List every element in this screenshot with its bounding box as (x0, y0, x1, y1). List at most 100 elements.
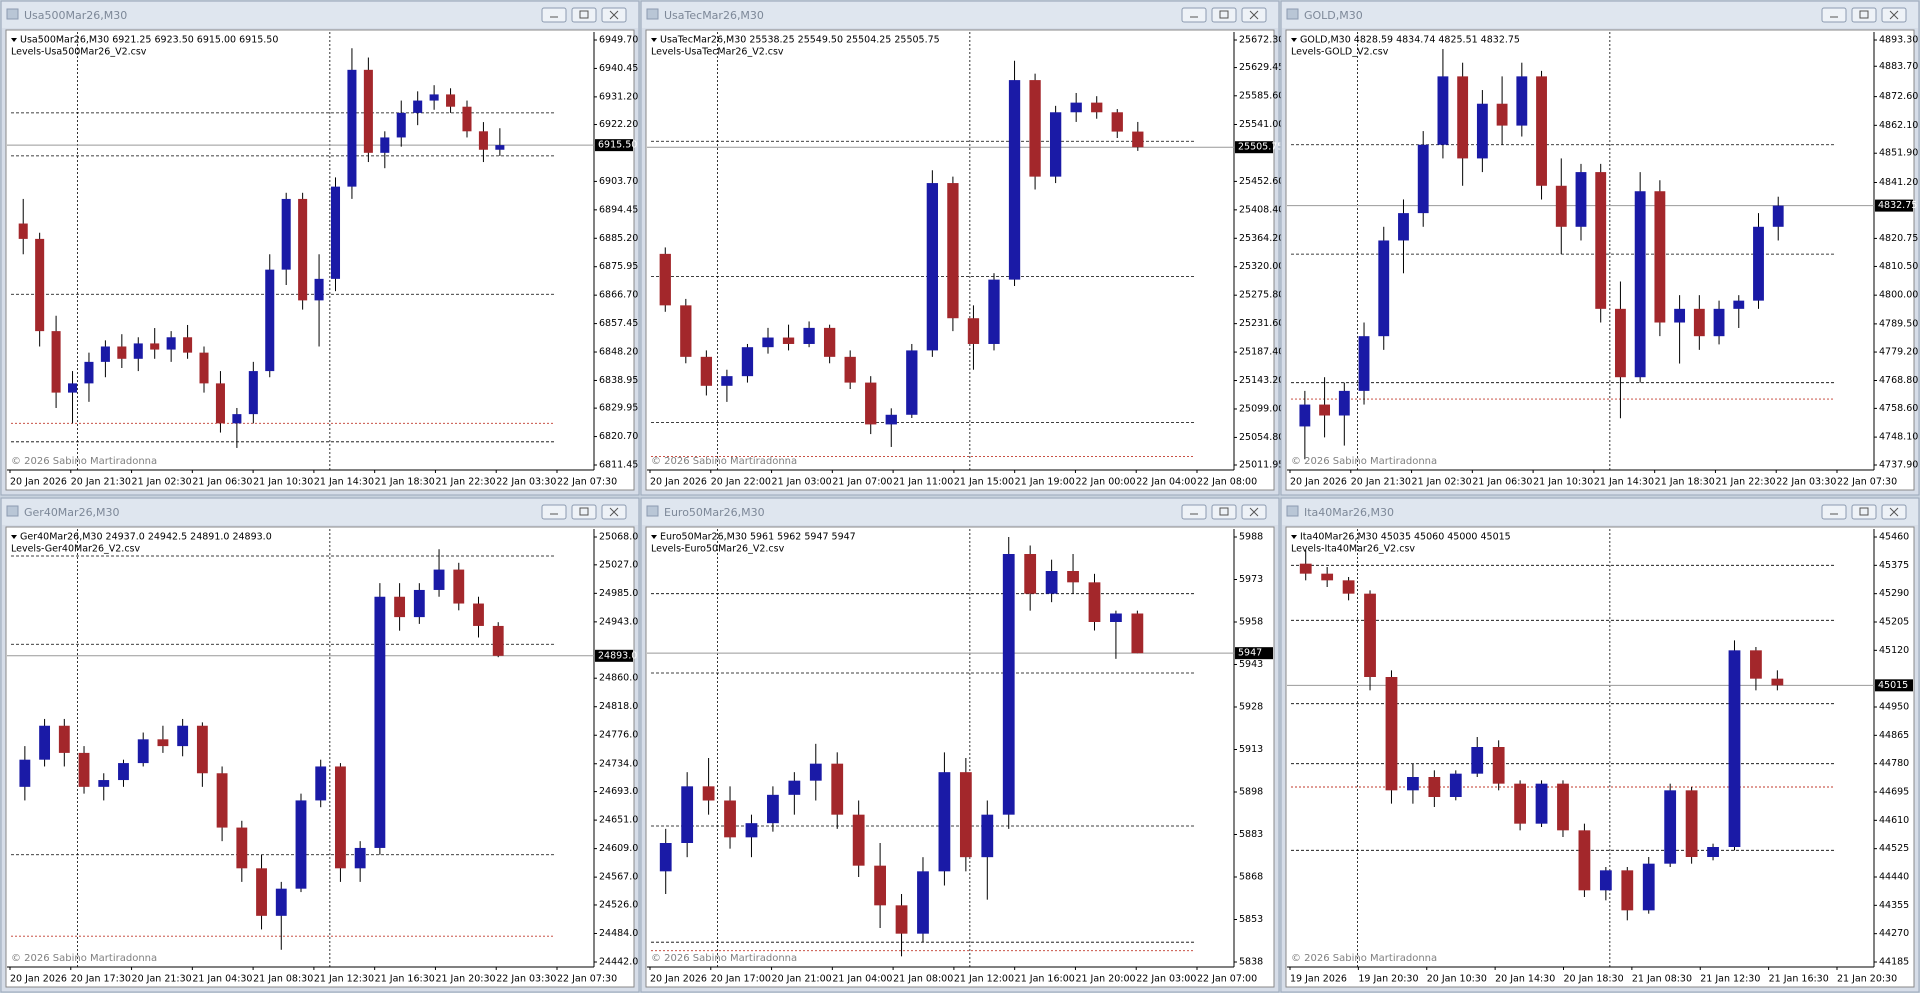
candle-body (1693, 308, 1705, 337)
current-price-label: 6915.50 (598, 140, 637, 151)
candle-body (78, 752, 90, 787)
info-line: UsaTecMar26,M30 25538.25 25549.50 25504.… (660, 35, 940, 46)
time-tick-label: 21 Jan 16:00 (1015, 974, 1075, 985)
maximize-button[interactable] (1851, 7, 1877, 23)
title-bar (642, 499, 1278, 525)
candle-body (1385, 677, 1398, 791)
time-tick-label: 20 Jan 14:30 (1495, 974, 1555, 985)
current-price-box (1875, 199, 1913, 212)
candle-body (659, 253, 671, 306)
candle-body (315, 766, 327, 801)
candle-body (1713, 308, 1725, 337)
price-tick-label: 44865 (1879, 730, 1909, 741)
candle-body (157, 739, 169, 747)
candle-body (100, 346, 110, 362)
candle-body (1342, 580, 1355, 594)
candle-body (1753, 226, 1764, 301)
time-tick-label: 21 Jan 14:30 (314, 477, 374, 488)
time-tick-label: 22 Jan 04:00 (1136, 477, 1196, 488)
time-tick-label: 22 Jan 07:30 (557, 974, 617, 985)
info-line: Ita40Mar26,M30 45035 45060 45000 45015 (1300, 532, 1511, 543)
candle-body (446, 94, 456, 107)
info-line: Euro50Mar26,M30 5961 5962 5947 5947 (660, 532, 856, 543)
chart-area (645, 29, 1275, 491)
minimize-button[interactable] (1821, 7, 1847, 23)
price-tick-label: 24484.0 (599, 928, 638, 939)
candle-body (281, 198, 291, 270)
title-bar (1282, 499, 1918, 525)
price-tick-label: 6949.70 (599, 35, 638, 46)
minimize-button[interactable] (1821, 504, 1847, 520)
chart-window: GOLD,M30 4893.30 4883.70 4872.60 4862.10 4851… (1280, 0, 1920, 496)
chart-window: Ger40Mar26,M30 25068.0 25027.0 24985.0 24943… (0, 497, 640, 993)
time-tick-label: 20 Jan 21:00 (772, 974, 832, 985)
info-arrow (651, 535, 657, 539)
candle-body (1417, 144, 1429, 214)
price-tick-label: 24609.0 (599, 843, 638, 854)
candle-body (330, 186, 341, 279)
window-icon (6, 505, 19, 517)
maximize-button[interactable] (1851, 504, 1877, 520)
candle-body (906, 350, 918, 415)
price-tick-label: 24734.0 (599, 758, 638, 769)
time-tick-label: 21 Jan 10:30 (253, 477, 313, 488)
maximize-button[interactable] (571, 504, 597, 520)
price-tick-label: 4758.60 (1879, 403, 1918, 414)
maximize-glyph (1859, 10, 1869, 19)
candle-body (380, 137, 390, 153)
time-tick-label: 20 Jan 10:30 (1427, 974, 1487, 985)
candle-body (199, 352, 209, 384)
minimize-button[interactable] (1181, 7, 1207, 23)
current-price-label: 4832.75 (1878, 200, 1917, 211)
price-tick-label: 5913 (1239, 744, 1263, 755)
copyright: © 2026 Sabino Martiradonna (11, 456, 157, 467)
price-tick-label: 44780 (1879, 758, 1909, 769)
minimize-button[interactable] (541, 7, 567, 23)
minimize-button[interactable] (541, 504, 567, 520)
candle-body (429, 94, 439, 101)
price-tick-label: 44355 (1879, 900, 1909, 911)
time-tick-label: 21 Jan 04:00 (832, 974, 892, 985)
time-tick-label: 20 Jan 17:00 (711, 974, 771, 985)
maximize-glyph (579, 10, 589, 19)
candle-body (1575, 172, 1587, 227)
time-tick-label: 21 Jan 12:30 (314, 974, 374, 985)
current-price-box (595, 649, 633, 662)
close-glyph (1249, 10, 1259, 20)
candle-body (1471, 747, 1484, 774)
candle-body (314, 278, 324, 301)
maximize-button[interactable] (1211, 504, 1237, 520)
price-tick-label: 5943 (1239, 659, 1263, 670)
candle-body (35, 238, 45, 332)
time-tick-label: 21 Jan 16:30 (1769, 974, 1829, 985)
minimize-button[interactable] (1181, 504, 1207, 520)
candle-body (256, 868, 267, 916)
candle-body (1364, 593, 1376, 677)
candle-body (1457, 76, 1469, 159)
time-tick-label: 21 Jan 19:00 (1015, 477, 1075, 488)
candle-body (1029, 80, 1041, 177)
candle-body (495, 145, 505, 150)
price-tick-label: 44270 (1879, 928, 1909, 939)
close-glyph (1889, 507, 1899, 517)
current-price-box (1235, 141, 1273, 154)
price-tick-label: 6838.95 (599, 375, 638, 386)
price-tick-label: 5838 (1239, 957, 1263, 968)
time-tick-label: 21 Jan 18:30 (375, 477, 435, 488)
price-tick-label: 25452.60 (1239, 176, 1284, 187)
copyright: © 2026 Sabino Martiradonna (11, 953, 157, 964)
copyright: © 2026 Sabino Martiradonna (1291, 953, 1437, 964)
maximize-button[interactable] (1211, 7, 1237, 23)
time-tick-label: 20 Jan 21:30 (1351, 477, 1411, 488)
price-tick-label: 5928 (1239, 702, 1263, 713)
price-tick-label: 25320.00 (1239, 261, 1284, 272)
maximize-button[interactable] (571, 7, 597, 23)
candle-body (1771, 678, 1784, 686)
title-bar (2, 2, 638, 28)
window-title: Ita40Mar26,M30 (1304, 506, 1394, 519)
levels-file: Levels-Ita40Mar26_V2.csv (1291, 544, 1415, 555)
time-tick-label: 20 Jan 21:30 (71, 477, 131, 488)
time-tick-label: 20 Jan 22:00 (711, 477, 771, 488)
candle-body (335, 766, 346, 869)
